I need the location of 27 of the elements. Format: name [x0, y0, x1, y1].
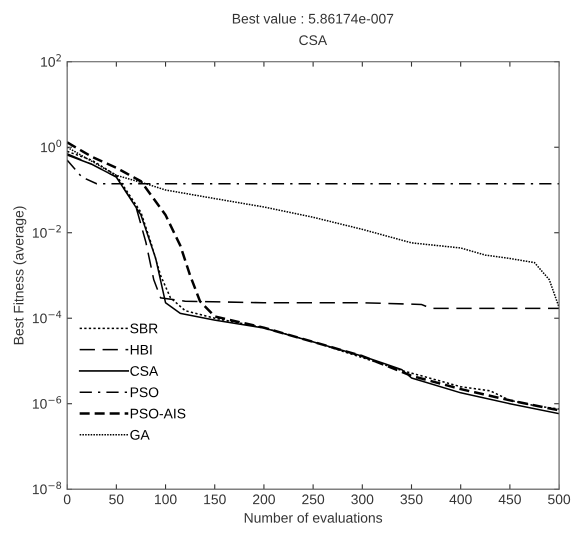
x-tick-label: 0: [64, 494, 70, 504]
x-tick-label: 450: [498, 494, 521, 504]
x-axis-title: Number of evaluations: [244, 512, 382, 523]
chart-subtitle: CSA: [299, 35, 328, 46]
legend-label: PSO-AIS: [130, 408, 186, 418]
y-tick-label: 10$^{−4}$: [32, 310, 62, 324]
x-tick-label: 400: [449, 494, 472, 504]
legend-label: HBI: [130, 344, 152, 355]
y-tick-label: 10$^{2}$: [41, 54, 61, 67]
x-tick-label: 150: [204, 494, 226, 504]
x-tick-label: 500: [548, 494, 570, 504]
x-tick-label: 250: [302, 494, 324, 504]
y-tick-label: 10$^{0}$: [41, 140, 62, 152]
legend-label: GA: [130, 430, 150, 440]
chart-title: Best value : 5.86174e-007: [232, 13, 394, 24]
y-tick-label: 10$^{−2}$: [32, 225, 61, 238]
x-tick-label: 100: [155, 494, 177, 504]
legend-label: SBR: [130, 324, 158, 334]
y-tick-label: 10$^{−8}$: [32, 482, 62, 494]
x-tick-label: 300: [351, 494, 374, 504]
x-tick-label: 350: [400, 494, 423, 504]
x-tick-label: 200: [253, 494, 275, 504]
y-axis-title: Best Fitness (average): [13, 206, 26, 344]
y-tick-label: 10$^{−6}$: [32, 396, 62, 409]
x-tick-label: 50: [109, 494, 124, 504]
legend-label: CSA: [130, 366, 158, 376]
legend-label: PSO: [130, 387, 158, 398]
